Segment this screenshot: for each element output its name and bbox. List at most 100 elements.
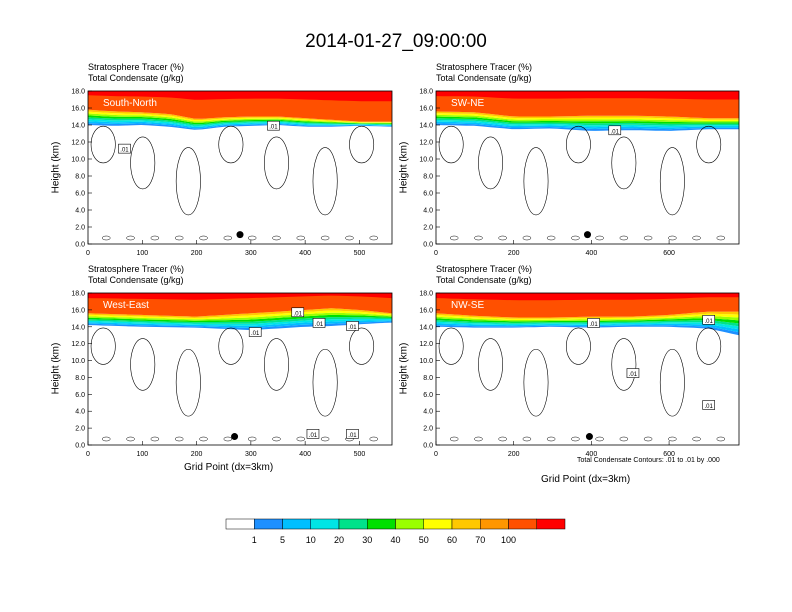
x-tick-label: 400	[586, 451, 598, 458]
tracer-band	[88, 123, 392, 130]
y-tick-label: 12.0	[71, 140, 85, 147]
condensate-contour	[349, 327, 375, 365]
condensate-contour-small	[223, 436, 233, 442]
contour-label: .01	[705, 319, 714, 325]
condensate-contour	[312, 147, 338, 216]
condensate-contour-small	[546, 436, 556, 442]
x-tick-label: 500	[354, 250, 366, 257]
condensate-contour-small	[474, 235, 483, 241]
plot-frame	[87, 292, 393, 446]
condensate-contour-small	[296, 436, 306, 442]
condensate-contour-small	[474, 436, 483, 442]
condensate-contour	[696, 125, 722, 164]
panel-3: .01 .01 .01 .01 0.0 2.0 4.0 6.0 8.0 10.0 12.0 14.0 1…	[419, 291, 740, 458]
figure-title: 2014-01-27_09:00:00	[305, 31, 487, 52]
condensate-contour	[565, 125, 591, 164]
plot-frame	[87, 90, 393, 245]
x-tick-label: 500	[354, 451, 366, 458]
y-tick-label: 4.0	[423, 208, 433, 215]
x-axis-label: Grid Point (dx=3km)	[541, 474, 631, 485]
condensate-contour	[659, 348, 685, 417]
colorbar-label: 40	[390, 535, 400, 545]
colorbar-label: 10	[306, 535, 316, 545]
colorbar-label: 20	[334, 535, 344, 545]
colorbar-label: 50	[419, 535, 429, 545]
tracer-band	[436, 113, 739, 121]
y-tick-label: 2.0	[423, 426, 433, 433]
x-tick-label: 600	[663, 451, 675, 458]
condensate-contour	[90, 125, 116, 164]
colorbar-swatch	[423, 518, 453, 530]
tracer-band	[436, 111, 739, 120]
colorbar-label: 5	[280, 535, 285, 545]
y-tick-label: 10.0	[71, 157, 85, 164]
contour-label-box	[267, 120, 280, 131]
y-tick-label: 6.0	[423, 191, 433, 198]
x-tick-label: 600	[663, 250, 675, 257]
y-tick-label: 16.0	[71, 106, 85, 113]
tracer-band	[88, 312, 392, 321]
contour-label-box	[312, 318, 326, 328]
condensate-contour-small	[126, 235, 135, 241]
contour-label: .01	[120, 148, 129, 154]
y-tick-label: 12.0	[419, 341, 433, 348]
tracer-band	[436, 116, 739, 124]
condensate-contour	[175, 348, 201, 417]
condensate-contour-small	[643, 436, 653, 442]
condensate-contour-small	[126, 436, 135, 442]
tracer-band	[88, 310, 392, 320]
contour-label: .01	[294, 311, 303, 317]
tracer-band	[88, 308, 392, 318]
condensate-contour-small	[716, 235, 726, 241]
condensate-contour	[611, 136, 637, 190]
contour-label: .01	[251, 331, 260, 337]
condensate-contour-small	[619, 235, 629, 241]
condensate-contour	[478, 338, 503, 391]
y-tick-label: 8.0	[75, 174, 85, 181]
tracer-band-top	[88, 293, 392, 300]
panel-header-line1: Stratosphere Tracer (%)	[88, 264, 185, 274]
panel-label: South-North	[103, 98, 157, 109]
colorbar-label: 30	[362, 535, 372, 545]
condensate-contour-small	[716, 436, 726, 442]
condensate-contour-small	[571, 235, 580, 241]
colorbar-label: 60	[447, 535, 457, 545]
contour-label: .01	[269, 125, 278, 131]
y-tick-label: 6.0	[75, 392, 85, 399]
panel-label: NW-SE	[451, 300, 485, 311]
colorbar-swatch	[508, 518, 537, 530]
x-tick-label: 200	[508, 250, 520, 257]
condensate-contour	[478, 136, 503, 190]
condensate-contour-small	[369, 436, 379, 442]
tracer-band	[88, 321, 392, 330]
colorbar: 1 5 10 20 30 40 50 60 70 100	[225, 518, 566, 545]
contour-label: .01	[589, 322, 598, 328]
panel-header-line2: Total Condensate (g/kg)	[436, 73, 532, 83]
contour-label-box	[587, 318, 600, 328]
condensate-contour-small	[247, 436, 257, 442]
condensate-contour-small	[571, 436, 580, 442]
y-tick-label: 8.0	[423, 174, 433, 181]
contour-label-box	[306, 429, 320, 439]
colorbar-swatch	[338, 518, 368, 530]
condensate-contour	[312, 348, 338, 417]
condensate-contour-small	[247, 235, 257, 241]
y-tick-label: 16.0	[71, 307, 85, 314]
condensate-contour	[696, 327, 722, 365]
condensate-contour	[565, 327, 591, 365]
condensate-contour-small	[320, 436, 330, 442]
contour-label-box	[346, 429, 359, 439]
y-tick-label: 0.0	[423, 443, 433, 450]
x-tick-label: 0	[86, 451, 90, 458]
y-tick-label: 2.0	[75, 225, 85, 232]
condensate-contour-small	[692, 235, 701, 241]
tracer-band	[436, 123, 739, 131]
contour-label: .01	[348, 433, 357, 439]
y-tick-label: 4.0	[423, 409, 433, 416]
condensate-contour	[218, 125, 244, 164]
condensate-contour-small	[101, 436, 111, 442]
condensate-contour-small	[498, 235, 507, 241]
panel-header-line1: Stratosphere Tracer (%)	[436, 264, 533, 274]
y-tick-label: 10.0	[419, 358, 433, 365]
y-axis-label: Height (km)	[398, 141, 410, 193]
